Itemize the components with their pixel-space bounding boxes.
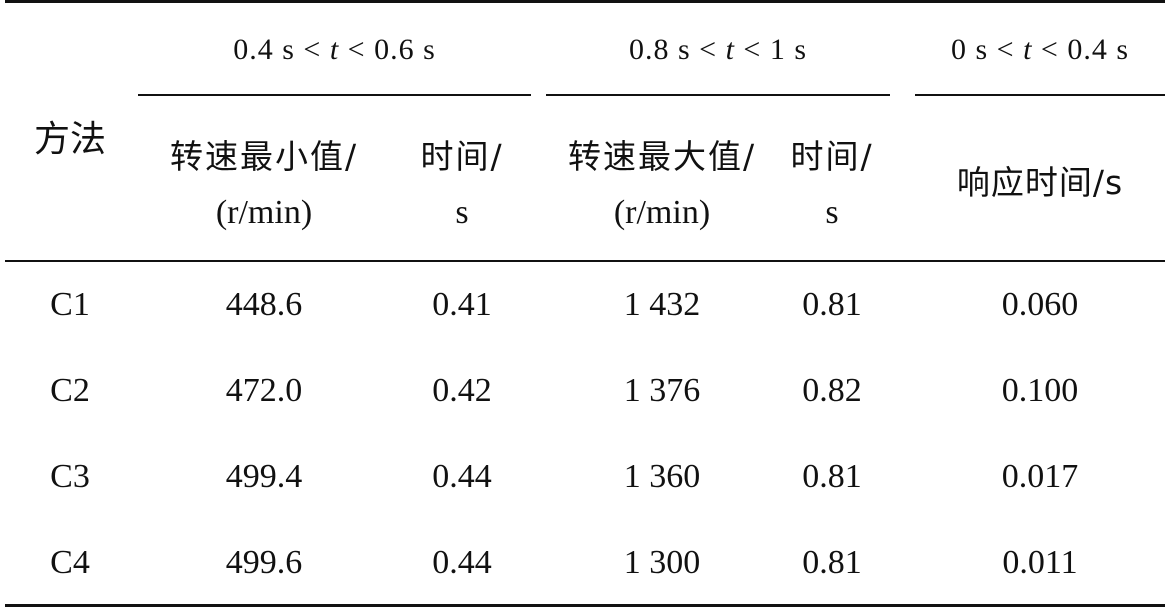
min-speed-header-unit: (r/min): [215, 194, 313, 231]
row-method: C4: [50, 544, 90, 581]
row-min-speed: 499.4: [225, 458, 303, 495]
response-time-header: 响应时间/s: [956, 163, 1124, 202]
row-max-speed: 1 376: [623, 372, 701, 409]
max-speed-header-label: 转速最大值/: [567, 137, 757, 176]
top-rule: [5, 0, 1165, 3]
max-time-header-label: 时间/: [790, 137, 874, 176]
max-speed-header-unit: (r/min): [613, 194, 711, 231]
max-time-header-unit: s: [825, 194, 839, 231]
row-response-time: 0.017: [1001, 458, 1079, 495]
row-method: C3: [50, 458, 90, 495]
row-max-speed: 1 360: [623, 458, 701, 495]
group-rule-3: [915, 94, 1165, 96]
row-method: C1: [50, 286, 90, 323]
row-max-speed: 1 300: [623, 544, 701, 581]
row-max-time: 0.82: [802, 372, 862, 409]
row-min-speed: 448.6: [225, 286, 303, 323]
method-column-header: 方法: [33, 119, 106, 160]
group-header-3: 0 s < t < 0.4 s: [950, 33, 1130, 66]
row-min-time: 0.41: [432, 286, 492, 323]
bottom-rule: [5, 604, 1165, 607]
row-method: C2: [50, 372, 90, 409]
row-response-time: 0.060: [1001, 286, 1079, 323]
max-time-header: 时间/ s: [770, 125, 894, 245]
row-min-time: 0.44: [432, 458, 492, 495]
max-speed-header: 转速最大值/ (r/min): [546, 125, 778, 245]
row-max-time: 0.81: [802, 544, 862, 581]
row-response-time: 0.011: [1002, 544, 1078, 581]
group-rule-1: [138, 94, 531, 96]
row-max-time: 0.81: [802, 286, 862, 323]
min-speed-header-label: 转速最小值/: [169, 137, 359, 176]
row-min-time: 0.44: [432, 544, 492, 581]
row-response-time: 0.100: [1001, 372, 1079, 409]
row-max-time: 0.81: [802, 458, 862, 495]
row-min-speed: 472.0: [225, 372, 303, 409]
row-min-time: 0.42: [432, 372, 492, 409]
header-rule: [5, 260, 1165, 262]
min-time-header: 时间/ s: [400, 125, 524, 245]
row-max-speed: 1 432: [623, 286, 701, 323]
group-header-2: 0.8 s < t < 1 s: [628, 33, 808, 66]
min-time-header-label: 时间/: [420, 137, 504, 176]
min-time-header-unit: s: [455, 194, 469, 231]
group-header-1: 0.4 s < t < 0.6 s: [233, 33, 436, 66]
min-speed-header: 转速最小值/ (r/min): [148, 125, 380, 245]
row-min-speed: 499.6: [225, 544, 303, 581]
group-rule-2: [546, 94, 890, 96]
